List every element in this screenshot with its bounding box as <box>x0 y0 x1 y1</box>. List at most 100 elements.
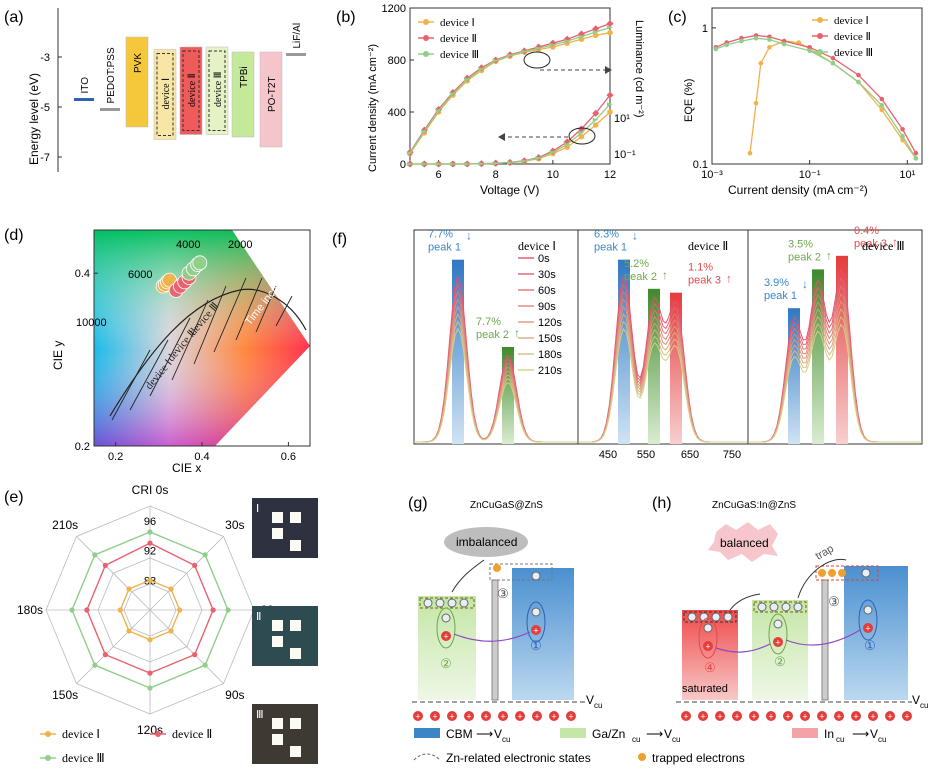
panel-b: (b) Current density (mA cm⁻²) Luminance … <box>336 3 645 197</box>
plus-sign: + <box>533 626 538 636</box>
radar-point <box>192 562 198 568</box>
legend-marker <box>45 755 51 761</box>
el-spectrum-curve <box>578 328 748 443</box>
radar-point <box>168 628 174 634</box>
plus-sign: + <box>517 712 522 722</box>
plus-sign: + <box>705 642 710 652</box>
hole-icon <box>868 711 878 721</box>
qd-shell-outline <box>156 53 174 136</box>
emitting-pixel <box>272 734 283 745</box>
data-point <box>478 67 485 72</box>
hole-icon <box>549 711 559 721</box>
legend-time-label: 120s <box>538 317 562 329</box>
electron-icon <box>687 612 697 622</box>
legend-time-label: 180s <box>538 349 562 361</box>
hole-icon <box>515 711 525 721</box>
layer-box <box>231 51 255 138</box>
transfer-arrow <box>453 631 531 642</box>
data-point <box>578 130 585 135</box>
plus-sign: + <box>500 712 505 722</box>
panel-label-c: (c) <box>668 9 687 26</box>
layer-label: PVK <box>133 53 144 73</box>
tick-label-luminance: 10¹ <box>614 113 630 125</box>
data-point <box>521 49 528 54</box>
data-point <box>900 133 905 139</box>
qd-shell-outline <box>208 50 226 131</box>
photo-label: Ⅲ <box>256 709 264 721</box>
transfer-arrow <box>729 593 761 611</box>
radar-axis-label: 150s <box>52 688 78 702</box>
legend-ga-label: Ga/Zn <box>592 727 625 741</box>
electron-icon <box>861 568 871 578</box>
isotherm-line <box>235 277 263 341</box>
emitting-pixel <box>272 528 283 539</box>
tick-label-ciex: 0.4 <box>194 451 209 463</box>
hole-icon <box>464 711 474 721</box>
plus-sign: + <box>853 712 858 722</box>
hole-icon <box>566 711 576 721</box>
arrow-head-left <box>498 133 505 141</box>
axis-title-ciey: CIE y <box>51 341 65 370</box>
vcu-label: V <box>586 693 594 707</box>
data-point <box>830 55 836 61</box>
emitting-pixel <box>272 512 283 523</box>
panel-label-h: (h) <box>652 495 672 512</box>
data-point <box>879 102 885 108</box>
electron-icon <box>459 598 469 608</box>
hole-icon <box>800 711 810 721</box>
zn-state-box <box>815 565 879 581</box>
peak-label: peak 3 <box>688 275 721 287</box>
tick-label-wavelength: 650 <box>681 449 699 461</box>
legend-time-label: 0s <box>538 253 550 265</box>
peak-bar <box>452 259 464 444</box>
el-spectrum-curve <box>578 275 748 443</box>
radar-point <box>147 540 153 546</box>
isotherm-line <box>213 277 247 353</box>
device-photo <box>252 606 318 666</box>
trapped-electron-icon <box>818 569 826 577</box>
radar-point <box>192 652 198 658</box>
panel-g-title: ZnCuGaS@ZnS <box>470 500 543 511</box>
highlight-ellipse-upper <box>523 51 551 69</box>
highlight-ellipse-lower <box>568 127 596 145</box>
electron-icon <box>531 571 541 581</box>
tick-label-wavelength: 750 <box>723 449 741 461</box>
plus-sign: + <box>836 712 841 722</box>
emitting-pixel <box>290 648 301 659</box>
transfer-arrow <box>451 559 485 593</box>
data-point <box>449 91 456 96</box>
axis-title-current: Current density (mA cm⁻²) <box>367 44 379 172</box>
el-spectrum-curve <box>578 313 748 443</box>
panel-label-g: (g) <box>408 495 428 512</box>
legend-cbm-label: CBM <box>446 727 473 741</box>
plus-sign: + <box>751 712 756 722</box>
electron-icon <box>711 612 721 622</box>
radar-point <box>147 577 153 583</box>
device-photo <box>252 498 318 558</box>
legend-time-label: 90s <box>538 301 556 313</box>
tick-label-ciex: 0.2 <box>108 451 123 463</box>
hole-icon <box>715 711 725 721</box>
saturated-label: saturated <box>682 683 728 695</box>
legend-trapped-label: trapped electrons <box>652 751 745 765</box>
electron-icon <box>769 602 779 612</box>
layer-level-line <box>74 98 94 101</box>
hole-icon <box>902 711 912 721</box>
data-point <box>592 32 599 39</box>
data-point <box>607 25 613 30</box>
legend-vcu: V <box>494 727 502 741</box>
legend-label: device Ⅱ <box>440 33 477 45</box>
hole-icon <box>773 637 783 647</box>
plot-frame-c <box>711 7 923 165</box>
tick-label-luminance: 10⁻¹ <box>614 149 636 161</box>
vcu-label: V <box>912 693 920 707</box>
data-point <box>607 29 613 36</box>
data-point <box>807 48 812 53</box>
tick-label-current-c: 10¹ <box>899 169 915 181</box>
legend-zn-label: Zn-related electronic states <box>446 751 591 765</box>
plus-sign: + <box>904 712 909 722</box>
plus-sign: + <box>887 712 892 722</box>
el-spectrum-curve <box>414 327 578 443</box>
peak-arrow: ↑ <box>514 326 520 340</box>
tick-label-ciey: 0.4 <box>75 268 90 280</box>
